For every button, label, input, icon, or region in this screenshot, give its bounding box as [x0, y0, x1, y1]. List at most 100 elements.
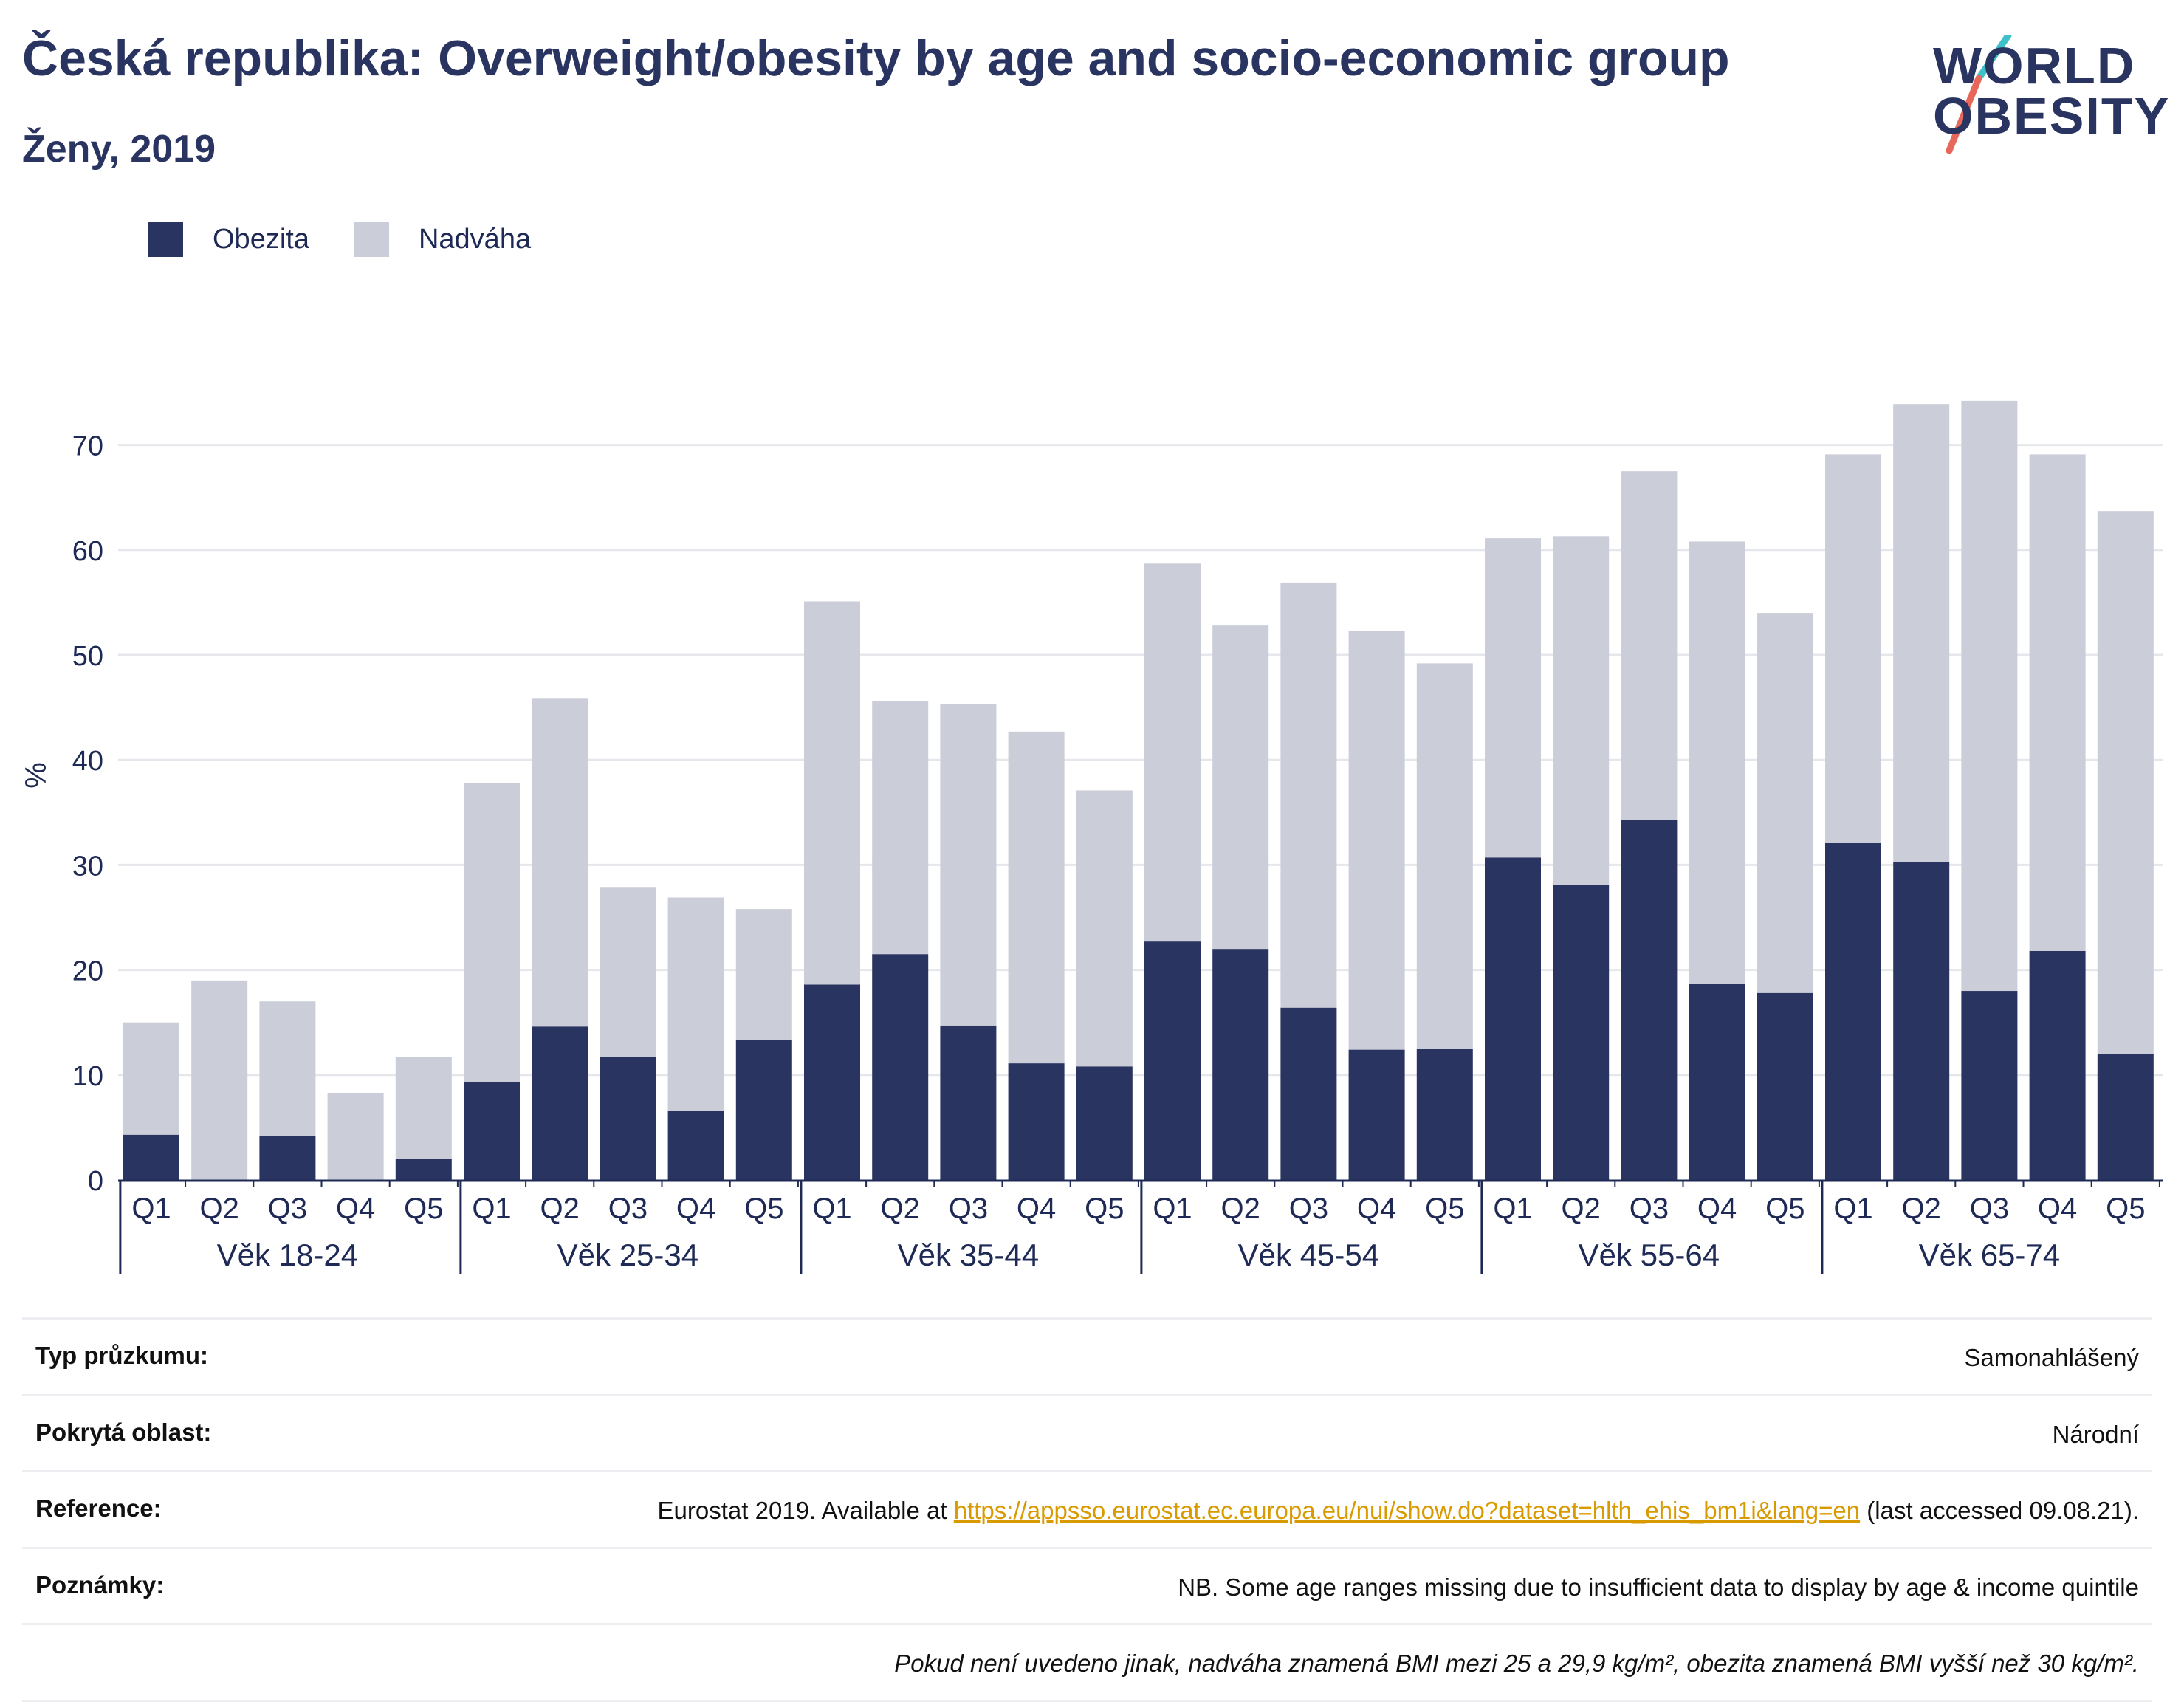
x-group-label: Věk 25-34 — [557, 1238, 698, 1272]
legend-swatch-obesity — [148, 222, 183, 257]
x-tick-label-quintile: Q5 — [1425, 1193, 1464, 1225]
bar-overweight — [1961, 400, 2018, 992]
footer-row-reference: Reference: Eurostat 2019. Available at h… — [22, 1470, 2152, 1547]
x-tick-label-quintile: Q5 — [1085, 1193, 1124, 1225]
bar-obesity — [1144, 941, 1201, 1180]
chart-subtitle: Ženy, 2019 — [22, 128, 216, 171]
bar-obesity — [1961, 991, 2018, 1180]
bar-overweight — [1893, 404, 1950, 862]
bar-overweight — [1757, 613, 1813, 993]
bar-obesity — [1280, 1007, 1337, 1180]
y-tick-label: 20 — [72, 956, 103, 987]
bar-overweight — [735, 909, 792, 1040]
bar-overweight — [1008, 731, 1065, 1064]
world-obesity-logo: WORLD OBESITY — [1920, 35, 2171, 161]
bar-obesity — [1553, 885, 1610, 1180]
footer-row-survey-type: Typ průzkumu: Samonahlášený — [22, 1317, 2152, 1394]
bar-overweight — [1076, 790, 1133, 1067]
bar-obesity — [2029, 951, 2086, 1180]
bar-overweight — [940, 704, 997, 1026]
logo-word-obesity: OBESITY — [1933, 87, 2171, 145]
bar-overweight — [1416, 663, 1473, 1049]
bar-obesity — [1485, 857, 1541, 1180]
x-tick-label-quintile: Q4 — [676, 1193, 715, 1225]
x-tick-label-quintile: Q1 — [472, 1193, 511, 1225]
bar-obesity — [1416, 1049, 1473, 1180]
x-tick-label-quintile: Q2 — [881, 1193, 920, 1225]
definition-note: Pokud není uvedeno jinak, nadváha znamen… — [894, 1650, 2139, 1678]
bar-overweight — [259, 1001, 316, 1136]
survey-type-label: Typ průzkumu: — [35, 1342, 209, 1369]
x-tick-label-quintile: Q2 — [1902, 1193, 1941, 1225]
x-group-label: Věk 65-74 — [1919, 1238, 2060, 1272]
bar-obesity — [600, 1057, 656, 1180]
y-axis-title: % — [20, 762, 52, 789]
bar-overweight — [667, 897, 724, 1111]
coverage-value: Národní — [2052, 1420, 2139, 1448]
x-tick-label-quintile: Q2 — [1562, 1193, 1601, 1225]
x-tick-label-quintile: Q1 — [812, 1193, 851, 1225]
chart-title: Česká republika: Overweight/obesity by a… — [22, 30, 1730, 86]
x-tick-label-quintile: Q5 — [2106, 1193, 2145, 1225]
bar-obesity — [1689, 984, 1745, 1180]
x-tick-label-quintile: Q1 — [1833, 1193, 1872, 1225]
bar-obesity — [395, 1159, 452, 1180]
x-tick-label-quintile: Q3 — [1630, 1193, 1669, 1225]
x-tick-label-quintile: Q4 — [1357, 1193, 1396, 1225]
chart-footer-table: Typ průzkumu: Samonahlášený Pokrytá obla… — [22, 1317, 2152, 1702]
stacked-bar-chart: 0 10 20 30 40 50 60 70% Q1 Q2 Q3 Q4 Q5 Q1 Q2 Q3 Q4 Q5 Q1 Q2… — [20, 400, 2163, 1274]
bar-obesity — [1348, 1049, 1405, 1180]
chart-legend: Obezita Nadváha — [148, 222, 575, 257]
bar-obesity — [940, 1025, 997, 1180]
bar-obesity — [1076, 1066, 1133, 1180]
x-tick-label-quintile: Q1 — [1493, 1193, 1532, 1225]
y-tick-label: 70 — [72, 431, 103, 462]
bar-overweight — [123, 1022, 179, 1135]
x-tick-label-quintile: Q2 — [1221, 1193, 1260, 1225]
bar-overweight — [1825, 454, 1881, 843]
bar-obesity — [1757, 992, 1813, 1180]
x-tick-label-quintile: Q3 — [1289, 1193, 1328, 1225]
x-group-label: Věk 35-44 — [898, 1238, 1039, 1272]
notes-value: NB. Some age ranges missing due to insuf… — [1178, 1573, 2139, 1601]
bar-overweight — [327, 1092, 384, 1180]
x-tick-label-quintile: Q2 — [200, 1193, 239, 1225]
bar-overweight — [1553, 536, 1610, 885]
bar-overweight — [191, 980, 248, 1180]
x-group-label: Věk 18-24 — [217, 1238, 358, 1272]
x-tick-label-quintile: Q2 — [540, 1193, 580, 1225]
logo-word-world: WORLD — [1933, 37, 2136, 95]
bar-obesity — [1621, 820, 1678, 1180]
footer-row-definition: Pokud není uvedeno jinak, nadváha znamen… — [22, 1623, 2152, 1702]
x-tick-label-quintile: Q5 — [404, 1193, 443, 1225]
reference-suffix: (last accessed 09.08.21). — [1860, 1497, 2139, 1525]
bar-overweight — [464, 783, 520, 1082]
y-tick-label: 10 — [72, 1061, 103, 1092]
survey-type-value: Samonahlášený — [1964, 1344, 2139, 1371]
legend-item-obesity[interactable]: Obezita — [148, 222, 309, 257]
bar-overweight — [532, 698, 588, 1027]
bar-overweight — [872, 701, 929, 955]
bar-overweight — [600, 887, 656, 1057]
bar-overweight — [804, 601, 860, 985]
bar-overweight — [1280, 582, 1337, 1008]
x-tick-label-quintile: Q4 — [2038, 1193, 2077, 1225]
bar-obesity — [735, 1040, 792, 1180]
x-tick-label-quintile: Q3 — [949, 1193, 988, 1225]
y-tick-label: 30 — [72, 851, 103, 882]
footer-row-notes: Poznámky: NB. Some age ranges missing du… — [22, 1546, 2152, 1624]
legend-item-overweight[interactable]: Nadváha — [353, 222, 531, 257]
x-tick-label-quintile: Q5 — [1765, 1193, 1804, 1225]
bar-obesity — [667, 1111, 724, 1180]
y-tick-label: 40 — [72, 746, 103, 777]
notes-label: Poznámky: — [35, 1571, 165, 1599]
x-tick-label-quintile: Q5 — [744, 1193, 783, 1225]
x-tick-label-quintile: Q1 — [131, 1193, 171, 1225]
x-group-label: Věk 55-64 — [1579, 1238, 1720, 1272]
reference-link[interactable]: https://appsso.eurostat.ec.europa.eu/nui… — [953, 1497, 1861, 1525]
bar-overweight — [395, 1057, 452, 1159]
bar-overweight — [1485, 538, 1541, 858]
bar-obesity — [804, 984, 860, 1180]
bar-obesity — [464, 1082, 520, 1180]
bar-obesity — [1893, 862, 1950, 1180]
